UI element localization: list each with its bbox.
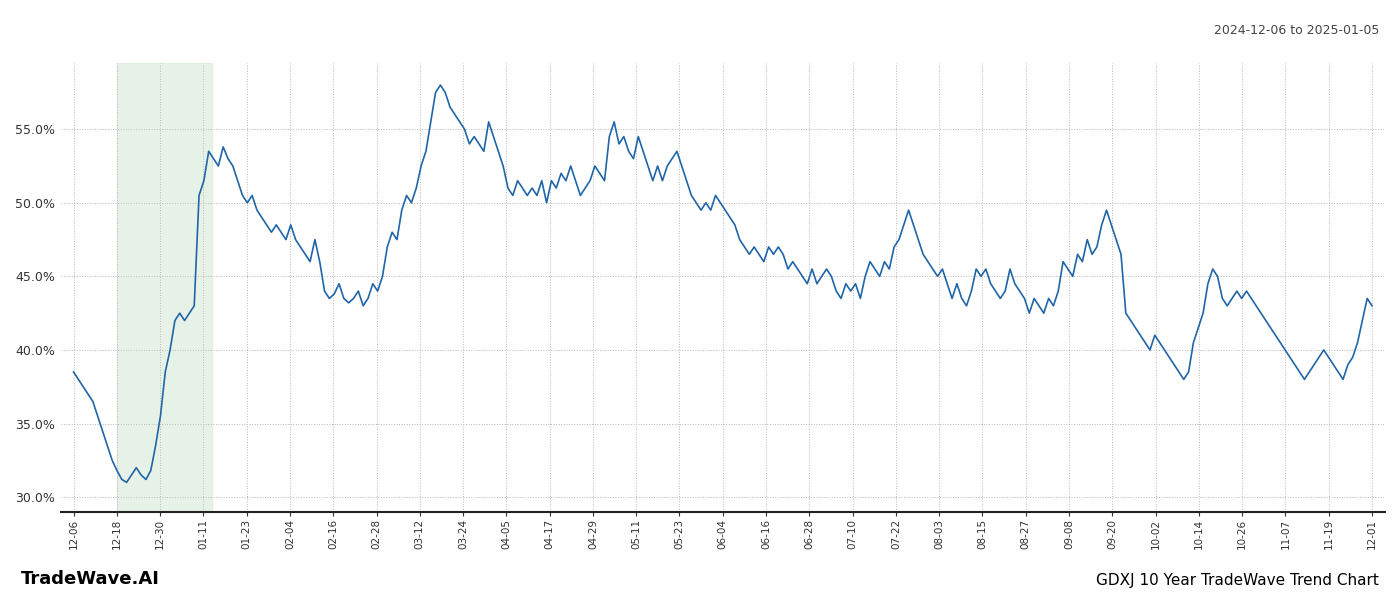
Bar xyxy=(116,63,211,512)
Text: TradeWave.AI: TradeWave.AI xyxy=(21,570,160,588)
Text: GDXJ 10 Year TradeWave Trend Chart: GDXJ 10 Year TradeWave Trend Chart xyxy=(1096,573,1379,588)
Text: 2024-12-06 to 2025-01-05: 2024-12-06 to 2025-01-05 xyxy=(1214,24,1379,37)
